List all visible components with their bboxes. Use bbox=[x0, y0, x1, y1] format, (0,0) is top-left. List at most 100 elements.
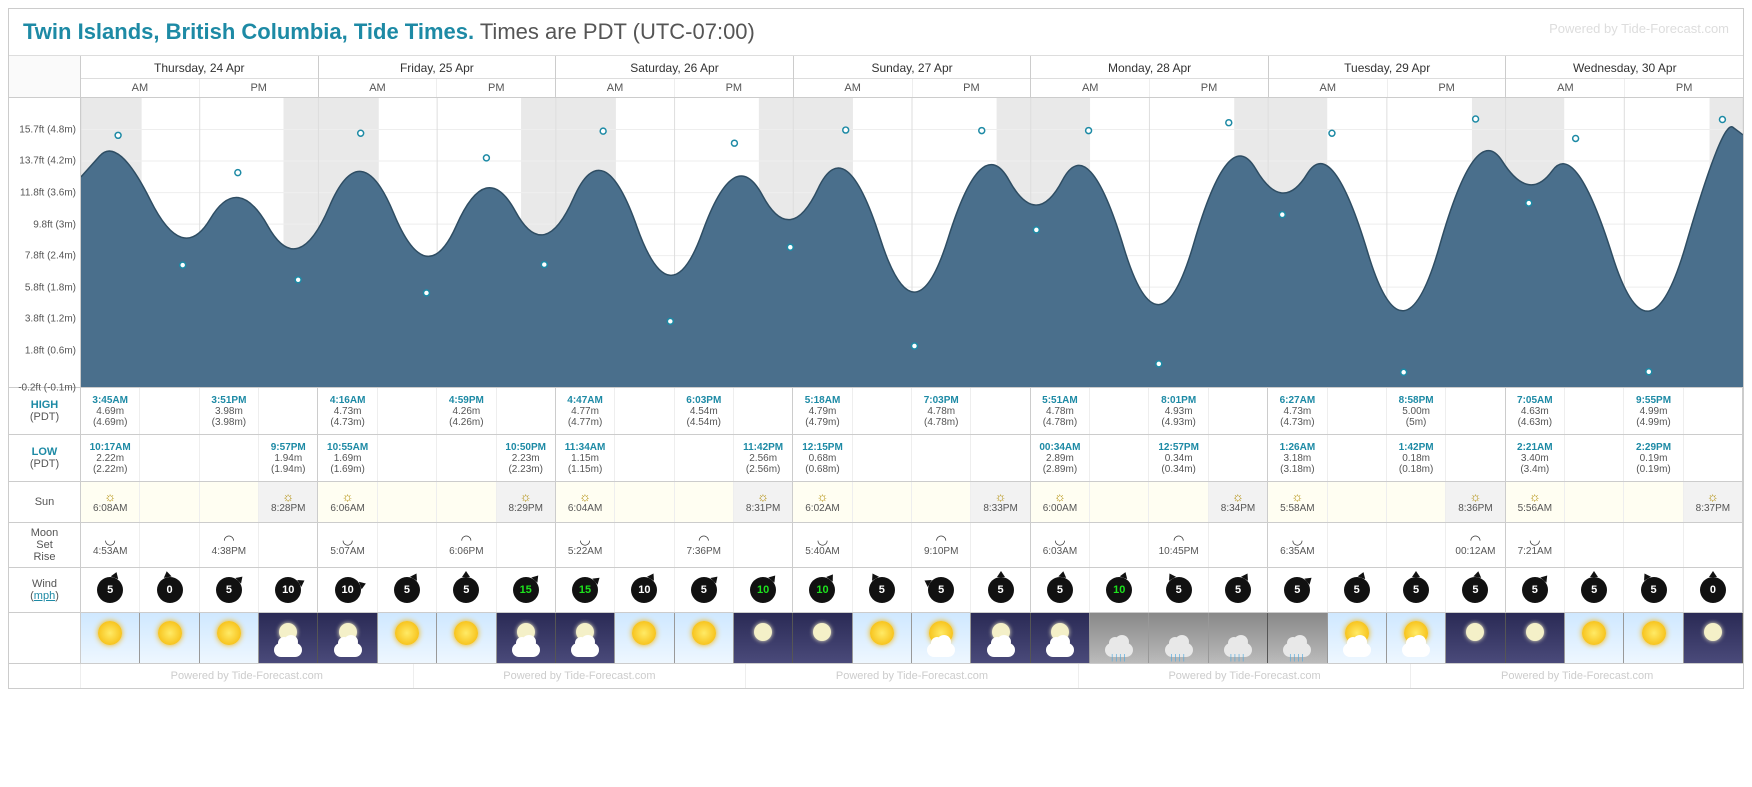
high-slot: 6:27AM4.73m(4.73m) bbox=[1268, 388, 1327, 434]
sun-row: Sun ☼6:08AM☼8:28PM☼6:06AM☼8:29PM☼6:04AM☼… bbox=[9, 482, 1743, 523]
sun-set-icon: ☼ bbox=[1469, 490, 1481, 503]
tide-forecast-panel: Twin Islands, British Columbia, Tide Tim… bbox=[8, 8, 1744, 689]
weather-slot bbox=[1446, 613, 1505, 663]
tide-chart-svg bbox=[81, 98, 1743, 387]
moon-slot: ◠7:36PM bbox=[675, 523, 734, 567]
tide-chart-row: -0.2ft (-0.1m)1.8ft (0.6m)3.8ft (1.2m)5.… bbox=[9, 98, 1743, 388]
high-tide-row: HIGH (PDT) 3:45AM4.69m(4.69m)3:51PM3.98m… bbox=[9, 388, 1743, 435]
weather-slot bbox=[734, 613, 793, 663]
wind-label: Wind bbox=[32, 578, 57, 590]
wind-row-label: Wind (mph) bbox=[9, 568, 81, 612]
wind-unit-link[interactable]: mph bbox=[34, 590, 55, 602]
high-slot bbox=[259, 388, 318, 434]
y-tick: 13.7ft (4.2m) bbox=[19, 156, 76, 167]
day-name: Friday, 25 Apr bbox=[319, 56, 556, 79]
weather-slot: |||| bbox=[1268, 613, 1327, 663]
weather-icon: |||| bbox=[1090, 613, 1148, 663]
moon-set-icon: ◡ bbox=[579, 533, 590, 546]
wind-slot: 15 bbox=[556, 568, 615, 612]
high-slot bbox=[1565, 388, 1624, 434]
sun-slot: ☼8:31PM bbox=[734, 482, 793, 522]
moon-rise-icon: ◠ bbox=[1173, 533, 1184, 546]
moon-row: Moon Set Rise ◡4:53AM◠4:38PM◡5:07AM◠6:06… bbox=[9, 523, 1743, 568]
high-slot: 8:01PM4.93m(4.93m) bbox=[1149, 388, 1208, 434]
sun-slot bbox=[1149, 482, 1208, 522]
y-tick: -0.2ft (-0.1m) bbox=[18, 383, 76, 394]
low-slot bbox=[853, 435, 912, 481]
high-slot: 5:51AM4.78m(4.78m) bbox=[1031, 388, 1090, 434]
high-slot: 4:59PM4.26m(4.26m) bbox=[437, 388, 496, 434]
wind-badge: 5 bbox=[869, 577, 895, 603]
footer-watermark: Powered by Tide-Forecast.com bbox=[1079, 664, 1412, 688]
sun-set-icon: ☼ bbox=[520, 490, 532, 503]
sun-slot bbox=[378, 482, 437, 522]
low-slot bbox=[1209, 435, 1268, 481]
high-slot bbox=[734, 388, 793, 434]
sun-slot bbox=[140, 482, 199, 522]
sun-slot: ☼8:36PM bbox=[1446, 482, 1505, 522]
moon-slot: ◡6:35AM bbox=[1268, 523, 1327, 567]
low-slot bbox=[675, 435, 734, 481]
wind-badge: 10 bbox=[750, 577, 776, 603]
moon-slot bbox=[1684, 523, 1743, 567]
wind-badge: 5 bbox=[1344, 577, 1370, 603]
footer-watermark: Powered by Tide-Forecast.com bbox=[414, 664, 747, 688]
sun-set-icon: ☼ bbox=[1707, 490, 1719, 503]
wind-badge: 5 bbox=[1581, 577, 1607, 603]
sun-slot bbox=[912, 482, 971, 522]
chart-y-axis: -0.2ft (-0.1m)1.8ft (0.6m)3.8ft (1.2m)5.… bbox=[9, 98, 81, 387]
high-label: HIGH bbox=[31, 399, 59, 411]
moon-slot: ◡7:21AM bbox=[1506, 523, 1565, 567]
weather-slot bbox=[81, 613, 140, 663]
low-slot: 10:55AM1.69m(1.69m) bbox=[318, 435, 377, 481]
wind-slot: 10 bbox=[318, 568, 377, 612]
moon-rise-label: Rise bbox=[33, 551, 55, 563]
low-slot bbox=[200, 435, 259, 481]
high-slot: 7:03PM4.78m(4.78m) bbox=[912, 388, 971, 434]
weather-slot bbox=[1684, 613, 1743, 663]
sun-slot: ☼8:29PM bbox=[497, 482, 556, 522]
weather-slot bbox=[140, 613, 199, 663]
moon-slot bbox=[853, 523, 912, 567]
weather-icon bbox=[1328, 613, 1386, 663]
high-row-label: HIGH (PDT) bbox=[9, 388, 81, 434]
sun-slot bbox=[1624, 482, 1683, 522]
weather-slot bbox=[1565, 613, 1624, 663]
moon-slot bbox=[1565, 523, 1624, 567]
weather-icon bbox=[81, 613, 139, 663]
wind-badge: 5 bbox=[691, 577, 717, 603]
footer-watermark: Powered by Tide-Forecast.com bbox=[746, 664, 1079, 688]
am-label: AM bbox=[319, 79, 438, 97]
high-slot: 7:05AM4.63m(4.63m) bbox=[1506, 388, 1565, 434]
low-slot: 12:57PM0.34m(0.34m) bbox=[1149, 435, 1208, 481]
moon-set-icon: ◡ bbox=[1529, 533, 1540, 546]
wind-badge: 5 bbox=[1225, 577, 1251, 603]
weather-slot: |||| bbox=[1149, 613, 1208, 663]
weather-slot bbox=[1387, 613, 1446, 663]
day-header: Monday, 28 Apr AMPM bbox=[1031, 56, 1269, 97]
low-slot: 12:15PM0.68m(0.68m) bbox=[793, 435, 852, 481]
weather-slot: |||| bbox=[1090, 613, 1149, 663]
am-label: AM bbox=[794, 79, 913, 97]
moon-slot: ◠6:06PM bbox=[437, 523, 496, 567]
weather-icon bbox=[318, 613, 376, 663]
wind-badge: 10 bbox=[631, 577, 657, 603]
tide-chart-area bbox=[81, 98, 1743, 387]
high-slot bbox=[971, 388, 1030, 434]
weather-icon bbox=[1387, 613, 1445, 663]
high-slot: 6:03PM4.54m(4.54m) bbox=[675, 388, 734, 434]
am-label: AM bbox=[81, 79, 200, 97]
wind-badge: 10 bbox=[335, 577, 361, 603]
wind-slot: 10 bbox=[259, 568, 318, 612]
sun-slot: ☼6:02AM bbox=[793, 482, 852, 522]
sun-slot: ☼6:04AM bbox=[556, 482, 615, 522]
wind-badge: 5 bbox=[1047, 577, 1073, 603]
high-slot bbox=[497, 388, 556, 434]
high-slot bbox=[140, 388, 199, 434]
low-slot bbox=[1446, 435, 1505, 481]
sun-slot: ☼5:58AM bbox=[1268, 482, 1327, 522]
wind-slot: 5 bbox=[853, 568, 912, 612]
low-slot bbox=[1565, 435, 1624, 481]
wind-badge: 0 bbox=[1700, 577, 1726, 603]
day-name: Sunday, 27 Apr bbox=[794, 56, 1031, 79]
